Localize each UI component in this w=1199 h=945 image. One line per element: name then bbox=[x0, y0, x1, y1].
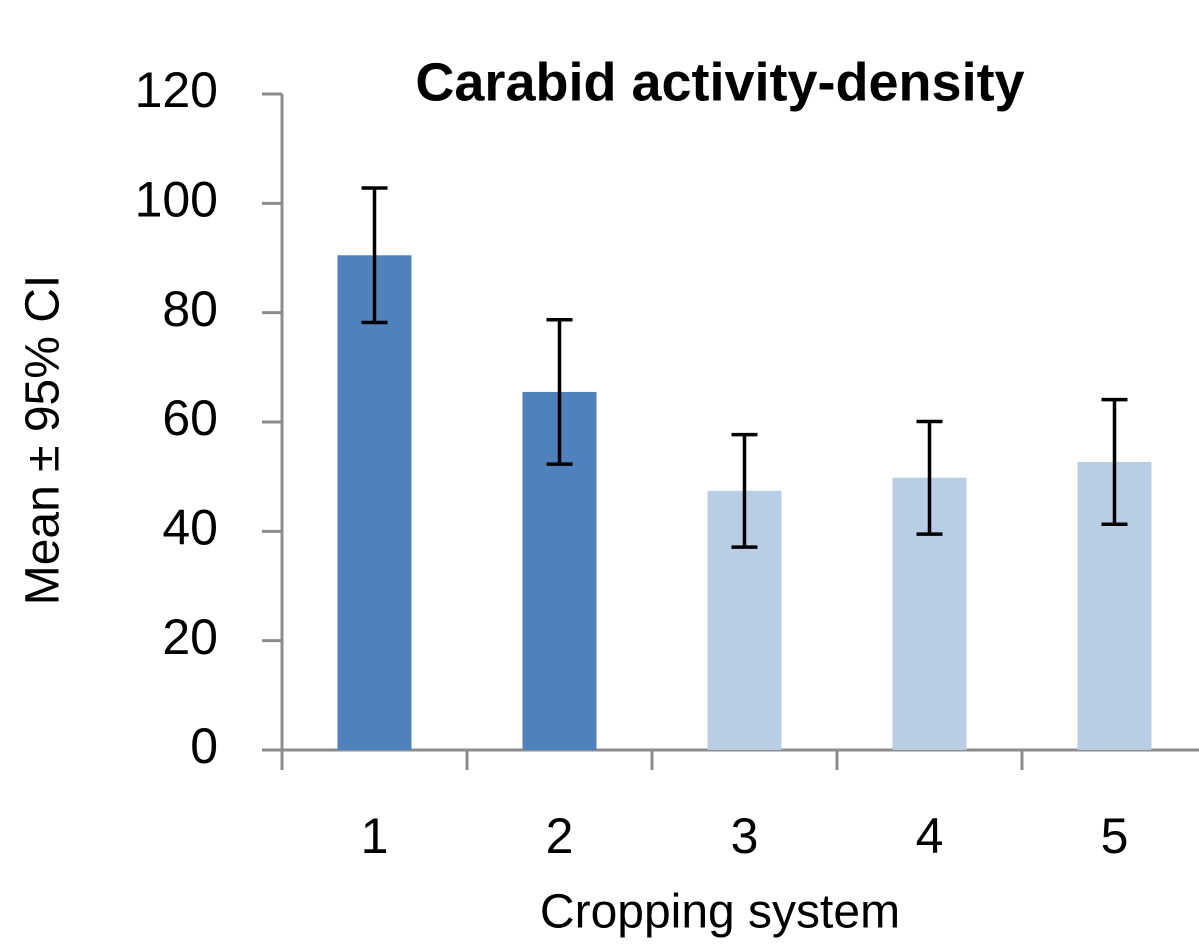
y-axis-label: Mean ± 95% CI bbox=[17, 275, 70, 606]
y-tick-label: 40 bbox=[162, 500, 218, 556]
x-tick-label: 4 bbox=[916, 808, 944, 864]
x-axis-label: Cropping system bbox=[540, 886, 900, 939]
bar bbox=[337, 255, 412, 750]
y-tick-label: 120 bbox=[135, 62, 218, 118]
x-tick-label: 5 bbox=[1101, 808, 1129, 864]
error-bar bbox=[731, 432, 758, 549]
y-tick-label: 20 bbox=[162, 609, 218, 665]
x-tick-label: 3 bbox=[731, 808, 759, 864]
x-tick-label: 1 bbox=[361, 808, 389, 864]
y-tick-label: 80 bbox=[162, 281, 218, 337]
error-bar bbox=[546, 318, 573, 466]
y-tick-label: 0 bbox=[190, 718, 218, 774]
y-tick-label: 100 bbox=[135, 172, 218, 228]
error-bar bbox=[361, 186, 388, 325]
y-tick-label: 60 bbox=[162, 390, 218, 446]
error-bar bbox=[916, 419, 943, 536]
x-tick-label: 2 bbox=[546, 808, 574, 864]
error-bar bbox=[1101, 397, 1128, 526]
chart-title: Carabid activity-density bbox=[415, 52, 1024, 112]
